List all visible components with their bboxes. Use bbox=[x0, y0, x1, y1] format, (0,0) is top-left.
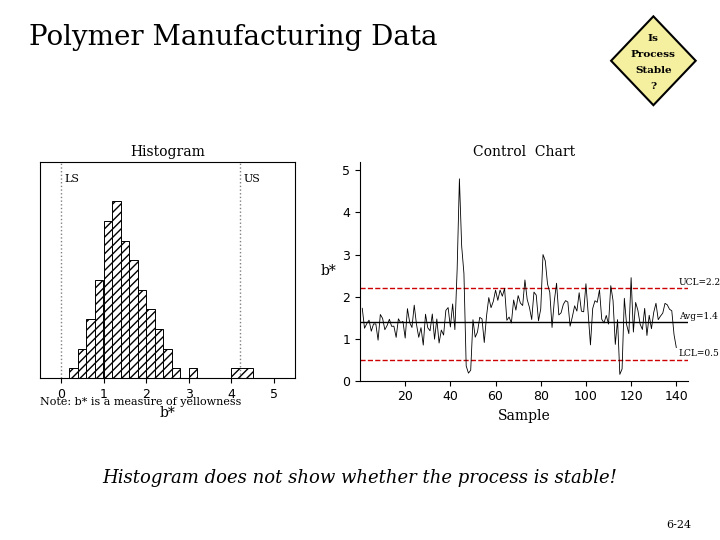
Text: Histogram does not show whether the process is stable!: Histogram does not show whether the proc… bbox=[102, 469, 618, 487]
X-axis label: Sample: Sample bbox=[498, 409, 550, 423]
Bar bbox=[120, 240, 129, 378]
Bar bbox=[146, 309, 155, 378]
Text: LCL=0.5: LCL=0.5 bbox=[678, 349, 719, 359]
Text: Stable: Stable bbox=[635, 66, 672, 75]
Title: Control  Chart: Control Chart bbox=[473, 145, 575, 159]
Bar bbox=[231, 368, 253, 378]
Text: Is: Is bbox=[648, 33, 659, 43]
Text: Note: b* is a measure of yellowness: Note: b* is a measure of yellowness bbox=[40, 397, 241, 407]
Bar bbox=[112, 201, 120, 378]
Bar bbox=[95, 280, 104, 378]
X-axis label: b*: b* bbox=[160, 406, 175, 420]
Bar bbox=[189, 368, 197, 378]
Bar bbox=[86, 319, 95, 378]
Title: Histogram: Histogram bbox=[130, 145, 204, 159]
Bar bbox=[69, 368, 78, 378]
Bar bbox=[138, 289, 146, 378]
Bar bbox=[78, 348, 86, 378]
Text: Avg=1.4: Avg=1.4 bbox=[678, 312, 717, 321]
Bar bbox=[104, 221, 112, 378]
Text: US: US bbox=[243, 174, 260, 184]
Text: 6-24: 6-24 bbox=[666, 520, 691, 530]
Text: Process: Process bbox=[631, 50, 676, 59]
Text: ?: ? bbox=[650, 82, 657, 91]
Bar bbox=[129, 260, 138, 378]
Text: UCL=2.2: UCL=2.2 bbox=[678, 278, 720, 287]
Bar bbox=[171, 368, 180, 378]
Polygon shape bbox=[611, 16, 696, 105]
Y-axis label: b*: b* bbox=[320, 265, 336, 278]
Text: Polymer Manufacturing Data: Polymer Manufacturing Data bbox=[29, 24, 437, 51]
Bar bbox=[163, 348, 171, 378]
Bar bbox=[155, 329, 163, 378]
Text: LS: LS bbox=[64, 174, 79, 184]
